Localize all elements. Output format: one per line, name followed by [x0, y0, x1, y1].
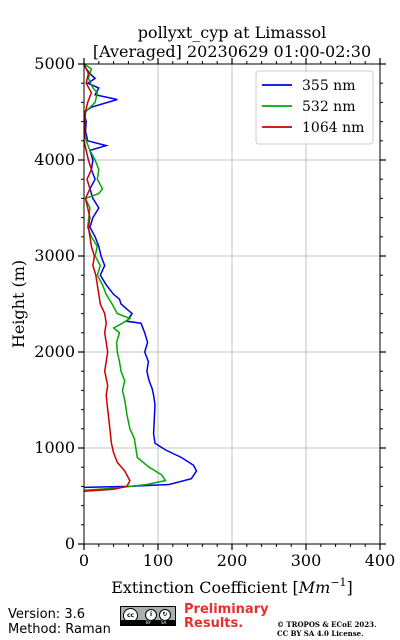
legend: 355 nm 532 nm 1064 nm: [255, 70, 374, 145]
series-line-1: [84, 64, 198, 489]
copyright-line-2: CC BY SA 4.0 License.: [277, 629, 364, 638]
preliminary-line-1: Preliminary: [184, 602, 269, 617]
preliminary-notice: Preliminary Results.: [184, 603, 269, 631]
series-line-2: [84, 64, 167, 491]
legend-label: 1064 nm: [302, 120, 364, 136]
series-line-3: [84, 64, 131, 492]
x-tick-label: 200: [217, 551, 248, 570]
y-tick-label: 2000: [34, 342, 75, 361]
badge-strip: [121, 620, 175, 625]
x-tick-label: 0: [79, 551, 89, 570]
y-tick-label: 4000: [34, 150, 75, 169]
legend-box: [255, 70, 374, 145]
x-tick-label: 300: [291, 551, 322, 570]
legend-label: 532 nm: [302, 99, 355, 115]
y-axis-label: Height (m): [9, 260, 28, 348]
share-alike-icon: ↻: [159, 609, 171, 621]
x-tick-label: 400: [365, 551, 396, 570]
data-series: [84, 64, 198, 492]
badge-by-label: BY: [146, 620, 151, 625]
cc-license-badge: cc i ↻ BY SA: [120, 606, 176, 626]
y-tick-label: 3000: [34, 246, 75, 265]
chart-title: pollyxt_cyp at Limassol: [138, 23, 327, 42]
plot-frame: [83, 63, 381, 545]
preliminary-line-2: Results.: [184, 616, 244, 631]
badge-sa-label: SA: [161, 620, 167, 625]
y-tick-label: 0: [65, 534, 75, 553]
chart-subtitle: [Averaged] 20230629 01:00-02:30: [93, 42, 371, 61]
x-axis-label: Extinction Coefficient [Mm−1]: [111, 576, 353, 597]
legend-label: 355 nm: [302, 78, 355, 94]
version-label: Version: 3.6: [8, 607, 85, 622]
copyright-line-1: © TROPOS & ECoE 2023.: [277, 620, 377, 629]
y-tick-label: 5000: [34, 54, 75, 73]
x-tick-label: 100: [143, 551, 174, 570]
method-label: Method: Raman: [8, 622, 111, 637]
y-tick-label: 1000: [34, 438, 75, 457]
copyright-notice: © TROPOS & ECoE 2023. CC BY SA 4.0 Licen…: [277, 620, 376, 638]
extinction-chart: pollyxt_cyp at Limassol [Averaged] 20230…: [9, 23, 395, 597]
